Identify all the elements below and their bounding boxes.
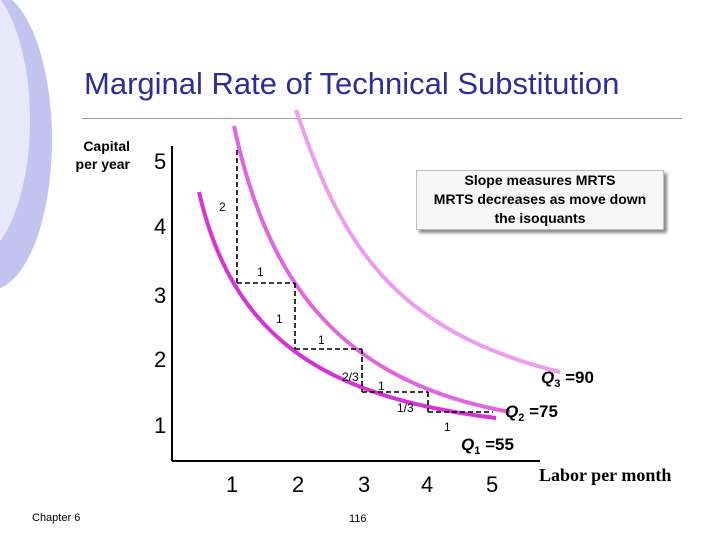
mrts-note-box: Slope measures MRTS MRTS decreases as mo… (416, 170, 664, 230)
label-q3-name: Q (541, 368, 554, 387)
y-tick-4: 4 (154, 214, 166, 239)
y-tick-2: 2 (154, 347, 166, 372)
background-swoosh-inner (0, 0, 30, 242)
isoquant-q2-curve (232, 125, 511, 414)
step-label-dl-2: 1 (318, 333, 325, 347)
label-q2-value: 75 (539, 402, 558, 421)
label-q2: Q2 =75 (505, 402, 558, 424)
page-number: 116 (349, 513, 367, 525)
isoquant-q3-curve (294, 109, 561, 374)
label-q3-value: 90 (575, 368, 594, 387)
chapter-footer: Chapter 6 (32, 512, 81, 524)
label-q3: Q3 =90 (541, 368, 594, 390)
note-line-2: MRTS decreases as move down (433, 191, 647, 207)
label-q2-eq: = (524, 402, 539, 421)
x-tick-1: 1 (226, 472, 238, 497)
label-q3-eq: = (560, 368, 575, 387)
y-tick-1: 1 (154, 413, 166, 438)
x-tick-4: 4 (421, 472, 433, 497)
y-axis-label-line-2: per year (75, 156, 130, 172)
step-label-dk-4: 1/3 (397, 401, 414, 415)
step-label-dk-2: 1 (276, 312, 283, 326)
label-q1: Q1 =55 (461, 435, 514, 457)
step-label-dl-4: 1 (444, 420, 451, 434)
x-tick-2: 2 (292, 472, 304, 497)
y-tick-3: 3 (154, 283, 166, 308)
mrts-steps (236, 150, 493, 413)
slide-title: Marginal Rate of Technical Substitution (84, 66, 620, 101)
label-q3-sub: 3 (554, 378, 560, 390)
x-axis-label: Labor per month (539, 465, 672, 485)
step-label-dk-3: 2/3 (342, 370, 359, 384)
label-q1-eq: = (480, 435, 495, 454)
y-axis-label-line-1: Capital (83, 138, 130, 154)
y-tick-5: 5 (154, 149, 166, 174)
title-divider (82, 118, 682, 119)
note-line-3: the isoquants (494, 210, 586, 226)
y-axis-label: Capital per year (62, 137, 130, 173)
x-tick-5: 5 (486, 472, 498, 497)
x-tick-3: 3 (358, 472, 370, 497)
label-q1-sub: 1 (474, 445, 480, 457)
label-q1-value: 55 (495, 435, 514, 454)
note-line-1: Slope measures MRTS (464, 172, 616, 188)
label-q2-sub: 2 (518, 412, 524, 424)
step-label-dk-1: 2 (219, 200, 226, 214)
step-label-dl-3: 1 (378, 379, 385, 393)
label-q2-name: Q (505, 402, 518, 421)
step-label-dl-1: 1 (257, 265, 264, 279)
label-q1-name: Q (461, 435, 474, 454)
isoquant-q1-curve (197, 191, 497, 420)
